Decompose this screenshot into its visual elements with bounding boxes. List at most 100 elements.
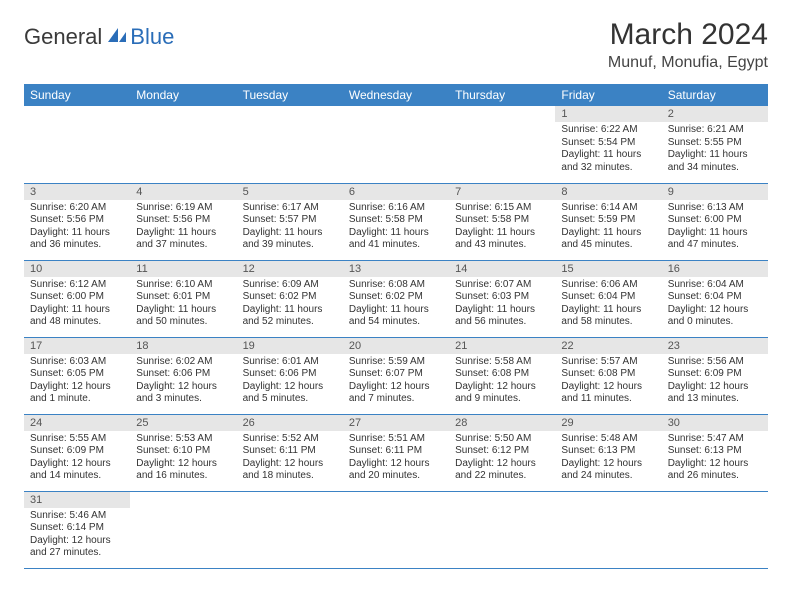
sunrise-text: Sunrise: 6:13 AM [668, 202, 762, 215]
sunrise-text: Sunrise: 6:04 AM [668, 279, 762, 292]
calendar-table: SundayMondayTuesdayWednesdayThursdayFrid… [24, 84, 768, 569]
daylight-text: Daylight: 11 hours and 39 minutes. [243, 227, 337, 252]
sunset-text: Sunset: 6:11 PM [243, 445, 337, 458]
daylight-text: Daylight: 11 hours and 41 minutes. [349, 227, 443, 252]
calendar-day: 29Sunrise: 5:48 AMSunset: 6:13 PMDayligh… [555, 414, 661, 491]
title-block: March 2024 Munuf, Monufia, Egypt [608, 18, 768, 72]
sunrise-text: Sunrise: 5:50 AM [455, 433, 549, 446]
daylight-text: Daylight: 11 hours and 37 minutes. [136, 227, 230, 252]
daylight-text: Daylight: 12 hours and 13 minutes. [668, 381, 762, 406]
daylight-text: Daylight: 12 hours and 26 minutes. [668, 458, 762, 483]
daylight-text: Daylight: 12 hours and 14 minutes. [30, 458, 124, 483]
day-details: Sunrise: 6:19 AMSunset: 5:56 PMDaylight:… [130, 200, 236, 256]
daylight-text: Daylight: 11 hours and 45 minutes. [561, 227, 655, 252]
sunset-text: Sunset: 5:58 PM [455, 214, 549, 227]
sunrise-text: Sunrise: 5:59 AM [349, 356, 443, 369]
calendar-day-empty [237, 106, 343, 183]
calendar-day: 3Sunrise: 6:20 AMSunset: 5:56 PMDaylight… [24, 183, 130, 260]
calendar-week: 17Sunrise: 6:03 AMSunset: 6:05 PMDayligh… [24, 337, 768, 414]
sunrise-text: Sunrise: 5:58 AM [455, 356, 549, 369]
sunset-text: Sunset: 6:09 PM [30, 445, 124, 458]
calendar-day-empty [555, 491, 661, 568]
calendar-day: 21Sunrise: 5:58 AMSunset: 6:08 PMDayligh… [449, 337, 555, 414]
sunrise-text: Sunrise: 6:14 AM [561, 202, 655, 215]
calendar-day: 31Sunrise: 5:46 AMSunset: 6:14 PMDayligh… [24, 491, 130, 568]
day-details: Sunrise: 5:52 AMSunset: 6:11 PMDaylight:… [237, 431, 343, 487]
logo-text-general: General [24, 24, 102, 50]
daylight-text: Daylight: 11 hours and 50 minutes. [136, 304, 230, 329]
sunrise-text: Sunrise: 6:08 AM [349, 279, 443, 292]
day-details: Sunrise: 5:53 AMSunset: 6:10 PMDaylight:… [130, 431, 236, 487]
calendar-body: 1Sunrise: 6:22 AMSunset: 5:54 PMDaylight… [24, 106, 768, 568]
sunset-text: Sunset: 6:07 PM [349, 368, 443, 381]
daylight-text: Daylight: 12 hours and 5 minutes. [243, 381, 337, 406]
sunrise-text: Sunrise: 6:09 AM [243, 279, 337, 292]
sail-icon [106, 26, 128, 49]
calendar-day: 14Sunrise: 6:07 AMSunset: 6:03 PMDayligh… [449, 260, 555, 337]
day-number: 2 [662, 106, 768, 122]
calendar-day-empty [237, 491, 343, 568]
calendar-day: 28Sunrise: 5:50 AMSunset: 6:12 PMDayligh… [449, 414, 555, 491]
page-title: March 2024 [608, 18, 768, 52]
day-details: Sunrise: 6:14 AMSunset: 5:59 PMDaylight:… [555, 200, 661, 256]
calendar-day: 6Sunrise: 6:16 AMSunset: 5:58 PMDaylight… [343, 183, 449, 260]
daylight-text: Daylight: 12 hours and 22 minutes. [455, 458, 549, 483]
day-number: 8 [555, 184, 661, 200]
day-number: 13 [343, 261, 449, 277]
daylight-text: Daylight: 12 hours and 1 minute. [30, 381, 124, 406]
sunrise-text: Sunrise: 6:22 AM [561, 124, 655, 137]
daylight-text: Daylight: 12 hours and 16 minutes. [136, 458, 230, 483]
calendar-day: 1Sunrise: 6:22 AMSunset: 5:54 PMDaylight… [555, 106, 661, 183]
day-details: Sunrise: 6:15 AMSunset: 5:58 PMDaylight:… [449, 200, 555, 256]
calendar-day: 10Sunrise: 6:12 AMSunset: 6:00 PMDayligh… [24, 260, 130, 337]
day-number: 3 [24, 184, 130, 200]
daylight-text: Daylight: 12 hours and 18 minutes. [243, 458, 337, 483]
calendar-head: SundayMondayTuesdayWednesdayThursdayFrid… [24, 84, 768, 106]
daylight-text: Daylight: 12 hours and 3 minutes. [136, 381, 230, 406]
day-details: Sunrise: 5:50 AMSunset: 6:12 PMDaylight:… [449, 431, 555, 487]
day-header: Monday [130, 84, 236, 106]
day-header: Tuesday [237, 84, 343, 106]
sunset-text: Sunset: 6:13 PM [561, 445, 655, 458]
day-details: Sunrise: 6:10 AMSunset: 6:01 PMDaylight:… [130, 277, 236, 333]
sunset-text: Sunset: 6:05 PM [30, 368, 124, 381]
daylight-text: Daylight: 11 hours and 48 minutes. [30, 304, 124, 329]
calendar-day-empty [449, 106, 555, 183]
sunset-text: Sunset: 6:02 PM [243, 291, 337, 304]
day-details: Sunrise: 6:08 AMSunset: 6:02 PMDaylight:… [343, 277, 449, 333]
sunset-text: Sunset: 5:59 PM [561, 214, 655, 227]
sunrise-text: Sunrise: 6:20 AM [30, 202, 124, 215]
daylight-text: Daylight: 11 hours and 58 minutes. [561, 304, 655, 329]
daylight-text: Daylight: 12 hours and 7 minutes. [349, 381, 443, 406]
day-number: 25 [130, 415, 236, 431]
day-number: 7 [449, 184, 555, 200]
day-details: Sunrise: 6:17 AMSunset: 5:57 PMDaylight:… [237, 200, 343, 256]
day-header: Thursday [449, 84, 555, 106]
day-number: 28 [449, 415, 555, 431]
calendar-day: 15Sunrise: 6:06 AMSunset: 6:04 PMDayligh… [555, 260, 661, 337]
daylight-text: Daylight: 11 hours and 52 minutes. [243, 304, 337, 329]
daylight-text: Daylight: 11 hours and 32 minutes. [561, 149, 655, 174]
sunset-text: Sunset: 6:12 PM [455, 445, 549, 458]
day-number: 22 [555, 338, 661, 354]
logo-text-blue: Blue [130, 24, 174, 50]
day-number: 4 [130, 184, 236, 200]
calendar-day: 18Sunrise: 6:02 AMSunset: 6:06 PMDayligh… [130, 337, 236, 414]
day-details: Sunrise: 5:48 AMSunset: 6:13 PMDaylight:… [555, 431, 661, 487]
day-header: Sunday [24, 84, 130, 106]
header: General Blue March 2024 Munuf, Monufia, … [24, 18, 768, 72]
sunrise-text: Sunrise: 6:02 AM [136, 356, 230, 369]
day-details: Sunrise: 6:04 AMSunset: 6:04 PMDaylight:… [662, 277, 768, 333]
sunset-text: Sunset: 6:06 PM [136, 368, 230, 381]
day-number: 24 [24, 415, 130, 431]
sunset-text: Sunset: 5:56 PM [30, 214, 124, 227]
calendar-week: 24Sunrise: 5:55 AMSunset: 6:09 PMDayligh… [24, 414, 768, 491]
calendar-day-empty [24, 106, 130, 183]
day-details: Sunrise: 6:07 AMSunset: 6:03 PMDaylight:… [449, 277, 555, 333]
calendar-day: 16Sunrise: 6:04 AMSunset: 6:04 PMDayligh… [662, 260, 768, 337]
sunset-text: Sunset: 6:01 PM [136, 291, 230, 304]
sunset-text: Sunset: 6:02 PM [349, 291, 443, 304]
sunrise-text: Sunrise: 6:03 AM [30, 356, 124, 369]
day-header: Friday [555, 84, 661, 106]
sunset-text: Sunset: 6:03 PM [455, 291, 549, 304]
